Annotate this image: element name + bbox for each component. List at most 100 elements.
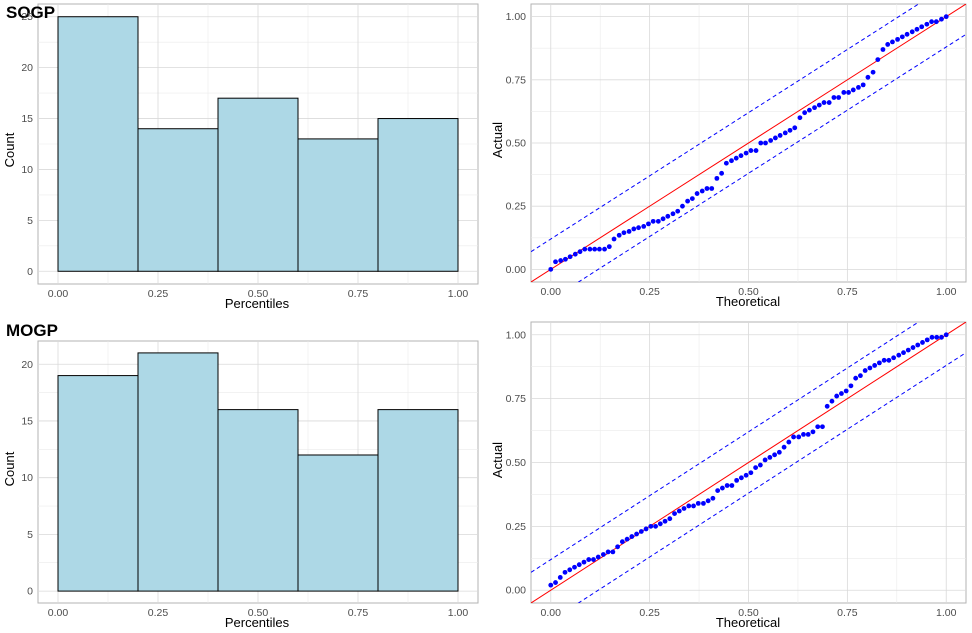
x-tick-label: 0.25 [639,607,660,619]
data-point [699,188,705,194]
y-axis-label: Actual [490,122,505,158]
x-tick-label: 0.75 [837,286,858,298]
data-point [797,115,803,121]
data-point [667,516,673,522]
data-point [738,475,744,481]
data-point [553,259,558,265]
y-axis-label: Actual [490,442,505,478]
data-point [816,102,822,108]
data-point [820,424,825,430]
data-point [853,375,859,381]
data-point [904,31,910,37]
y-tick-label: 0.50 [506,138,527,150]
data-point [880,47,886,52]
x-tick-label: 0.25 [639,286,660,298]
data-point [805,432,811,437]
data-point [885,42,891,47]
data-point [843,388,849,394]
data-point [562,569,568,575]
y-tick-label: 20 [21,359,33,371]
data-point [939,16,944,22]
data-point [763,140,768,146]
x-tick-label: 0.00 [541,607,562,619]
data-point [723,160,729,166]
data-point [815,424,821,430]
data-point [929,19,934,25]
data-point [910,345,916,350]
data-point [624,536,630,542]
data-point [631,226,637,232]
y-tick-label: 0.25 [506,521,527,533]
y-tick-label: 5 [27,529,33,541]
data-point [655,218,661,224]
y-tick-label: 10 [21,472,33,484]
data-point [626,229,632,234]
data-point [787,127,793,133]
data-point [558,258,564,263]
histogram-bar [137,352,219,592]
histogram-bar [217,409,299,592]
data-point [621,230,627,236]
x-tick-label: 0.50 [248,607,269,619]
data-points [548,332,949,588]
data-point [672,511,677,516]
data-point [638,529,644,534]
data-point [865,74,871,80]
data-point [681,506,687,511]
data-point [776,449,782,455]
data-point [886,357,892,363]
data-point [548,582,554,588]
data-point [680,203,685,209]
data-point [676,508,682,514]
data-point [595,554,601,560]
x-tick-label: 0.25 [148,607,169,619]
y-tick-label: 25 [21,11,33,23]
histogram-mogp: MOGP Percentiles Count 0.00 0.25 0.50 0.75 1… [2,321,479,630]
y-tick-label: 0.75 [506,74,527,86]
data-point [768,138,774,143]
data-point [705,498,711,504]
data-point [753,148,759,153]
data-point [826,100,832,105]
data-point [934,334,940,340]
y-axis-label: Count [2,451,17,486]
data-point [719,170,725,176]
y-tick-label: 0 [27,586,33,598]
data-point [577,249,583,255]
data-point [901,350,906,356]
data-point [748,148,754,153]
upper-confidence-band [531,4,920,253]
histogram-bar [377,118,459,272]
data-point [665,213,671,219]
data-point [841,90,847,95]
y-tick-label: 0.25 [506,201,527,213]
data-point [653,523,658,529]
data-point [834,393,840,399]
data-point [824,403,830,409]
data-point [933,19,939,25]
x-tick-label: 0.25 [148,288,169,300]
data-point [743,150,749,156]
data-point [786,439,792,445]
data-point [694,191,700,196]
y-tick-label: 1.00 [506,11,527,23]
data-point [701,500,706,506]
data-point [856,85,861,90]
data-point [915,342,921,348]
data-point [858,373,863,379]
data-point [582,246,588,252]
data-point [648,523,654,529]
data-point [829,398,835,404]
data-point [729,483,735,488]
histogram-bar [57,16,139,272]
data-point [810,429,816,435]
y-tick-label: 20 [21,62,33,74]
data-point [563,256,568,262]
data-point [890,39,895,45]
data-point [714,175,720,181]
data-point [870,69,876,75]
lower-confidence-band [577,33,966,282]
data-point [831,95,837,100]
data-point [875,57,881,62]
